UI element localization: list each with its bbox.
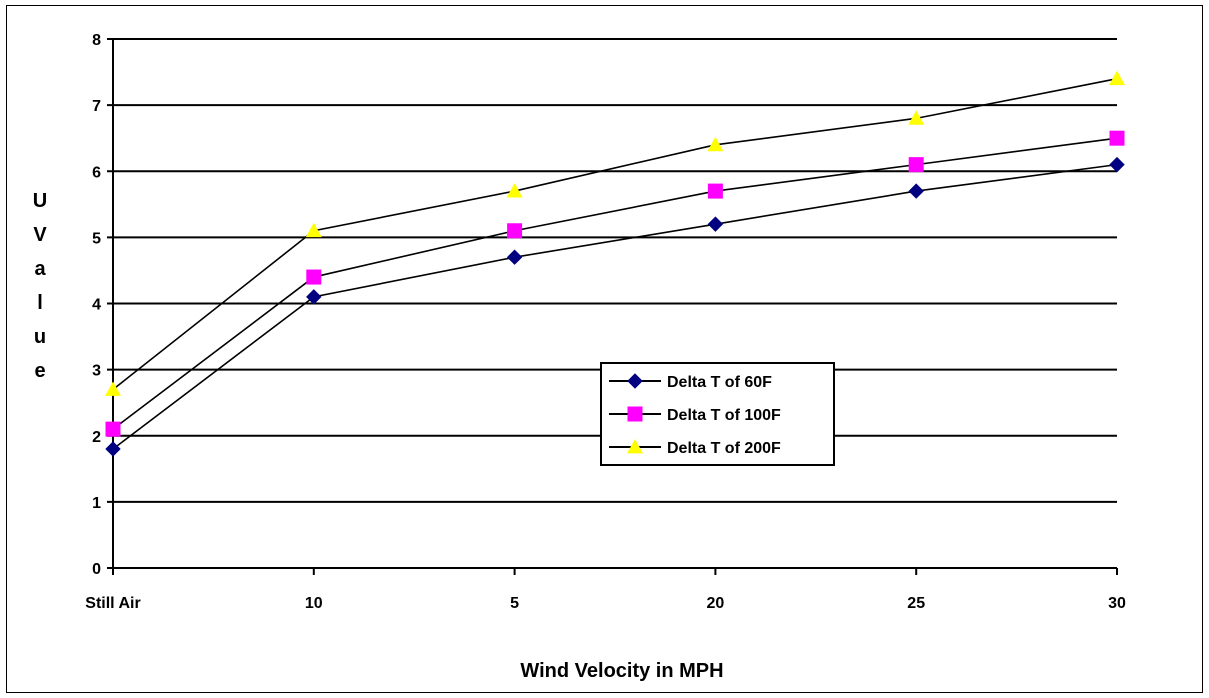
y-tick-label: 2 xyxy=(92,429,101,446)
series-line xyxy=(112,163,1118,450)
legend-marker xyxy=(627,439,643,454)
data-point xyxy=(305,222,322,238)
legend: Delta T of 60F Delta T of 100F Delta T of … xyxy=(600,362,835,466)
x-tick-label: 10 xyxy=(305,595,323,612)
data-point xyxy=(908,157,924,173)
x-tick-label: 25 xyxy=(907,595,925,612)
data-point xyxy=(506,249,523,265)
y-tick-label: 8 xyxy=(92,32,101,49)
data-point xyxy=(306,269,322,285)
data-point xyxy=(105,381,121,396)
data-point xyxy=(306,289,322,305)
gridlines xyxy=(113,38,1117,503)
y-tick-label: 4 xyxy=(92,297,101,314)
axes xyxy=(107,38,1118,575)
data-point xyxy=(507,223,523,239)
y-axis-label-letter: e xyxy=(34,360,45,382)
data-point xyxy=(1109,130,1125,146)
x-tick-label: 5 xyxy=(510,595,519,612)
y-axis-label-letter: u xyxy=(34,326,46,348)
data-point xyxy=(707,183,723,199)
legend-label: Delta T of 60F xyxy=(667,374,772,391)
y-axis-label-letter: l xyxy=(37,292,43,314)
data-point xyxy=(105,441,121,457)
y-tick-labels: 0 1 2 3 4 5 6 7 8 xyxy=(92,32,101,578)
y-tick-label: 6 xyxy=(92,164,101,181)
legend-marker xyxy=(627,373,643,389)
y-tick-label: 0 xyxy=(92,561,101,578)
y-axis-label-letter: U xyxy=(33,190,47,212)
series-line xyxy=(112,77,1118,391)
data-point xyxy=(908,110,925,125)
data-point xyxy=(105,421,121,437)
data-point xyxy=(908,183,924,199)
data-point xyxy=(707,216,724,232)
y-tick-label: 1 xyxy=(92,495,101,512)
y-tick-label: 5 xyxy=(92,230,101,247)
y-tick-label: 7 xyxy=(92,98,101,115)
legend-marker xyxy=(627,406,643,422)
data-point xyxy=(1109,70,1125,86)
legend-label: Delta T of 100F xyxy=(667,407,781,424)
data-point xyxy=(506,183,523,198)
y-axis-label-letter: V xyxy=(33,224,47,246)
data-point xyxy=(1109,156,1125,173)
x-tick-label: Still Air xyxy=(85,595,140,612)
x-tick-label: 20 xyxy=(707,595,725,612)
x-tick-labels: Still Air 10 5 20 25 30 xyxy=(85,595,1126,612)
x-axis-label: Wind Velocity in MPH xyxy=(520,660,723,682)
series-group xyxy=(105,70,1125,457)
legend-label: Delta T of 200F xyxy=(667,440,781,457)
data-point xyxy=(707,136,724,152)
chart-frame xyxy=(6,5,1203,693)
x-tick-label: 30 xyxy=(1108,595,1126,612)
series-line xyxy=(112,137,1118,430)
y-axis-label-letter: a xyxy=(34,258,46,280)
y-tick-label: 3 xyxy=(92,363,101,380)
